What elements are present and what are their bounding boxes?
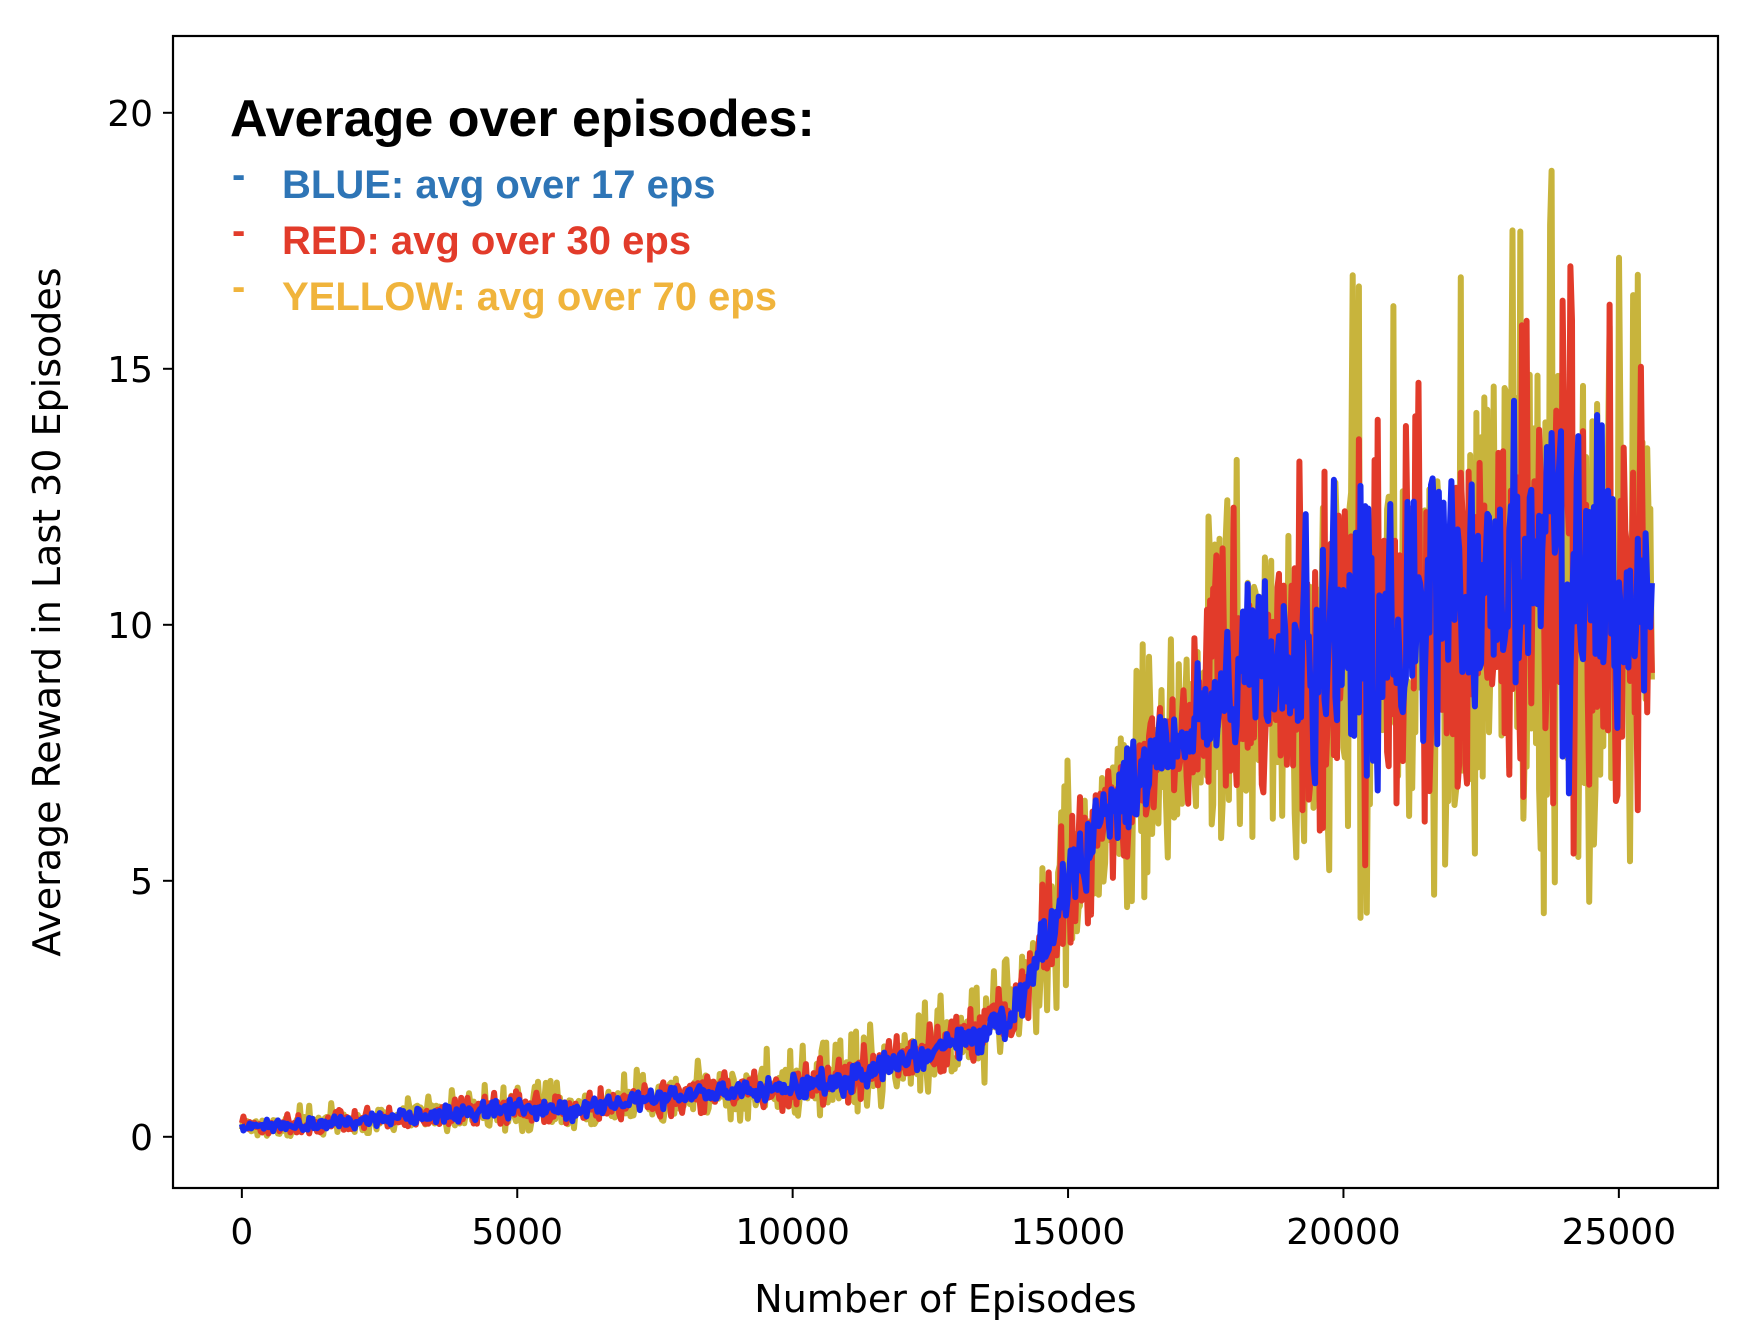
x-tick-label: 5000 bbox=[471, 1212, 563, 1253]
y-tick-label: 20 bbox=[107, 94, 153, 135]
y-tick-label: 5 bbox=[130, 862, 153, 903]
y-tick-label: 10 bbox=[107, 606, 153, 647]
series-layer bbox=[238, 167, 1655, 1139]
legend-label-red: RED: avg over 30 eps bbox=[282, 219, 691, 263]
legend-label-blue: BLUE: avg over 17 eps bbox=[282, 163, 716, 207]
plot-frame bbox=[171, 34, 1720, 1190]
legend-label-yellow: YELLOW: avg over 70 eps bbox=[282, 275, 777, 319]
x-tick-label: 20000 bbox=[1286, 1212, 1401, 1253]
y-axis-title: Average Reward in Last 30 Episodes bbox=[25, 267, 69, 956]
legend: Average over episodes: - BLUE: avg over … bbox=[230, 90, 815, 319]
x-axis-title: Number of Episodes bbox=[754, 1277, 1136, 1321]
legend-marker-yellow: - bbox=[232, 265, 245, 309]
tick-layer: 0 5000 10000 15000 20000 25000 0 5 10 15 20 bbox=[107, 94, 1676, 1253]
series-line-blue bbox=[238, 397, 1655, 1135]
x-tick-label: 0 bbox=[230, 1212, 253, 1253]
series-blue bbox=[238, 397, 1655, 1135]
legend-marker-blue: - bbox=[232, 153, 245, 197]
legend-title: Average over episodes: bbox=[230, 90, 815, 148]
y-tick-label: 15 bbox=[107, 350, 153, 391]
x-tick-label: 10000 bbox=[735, 1212, 850, 1253]
y-tick-label: 0 bbox=[130, 1118, 153, 1159]
x-tick-label: 25000 bbox=[1562, 1212, 1677, 1253]
legend-marker-red: - bbox=[232, 209, 245, 253]
x-tick-label: 15000 bbox=[1011, 1212, 1126, 1253]
